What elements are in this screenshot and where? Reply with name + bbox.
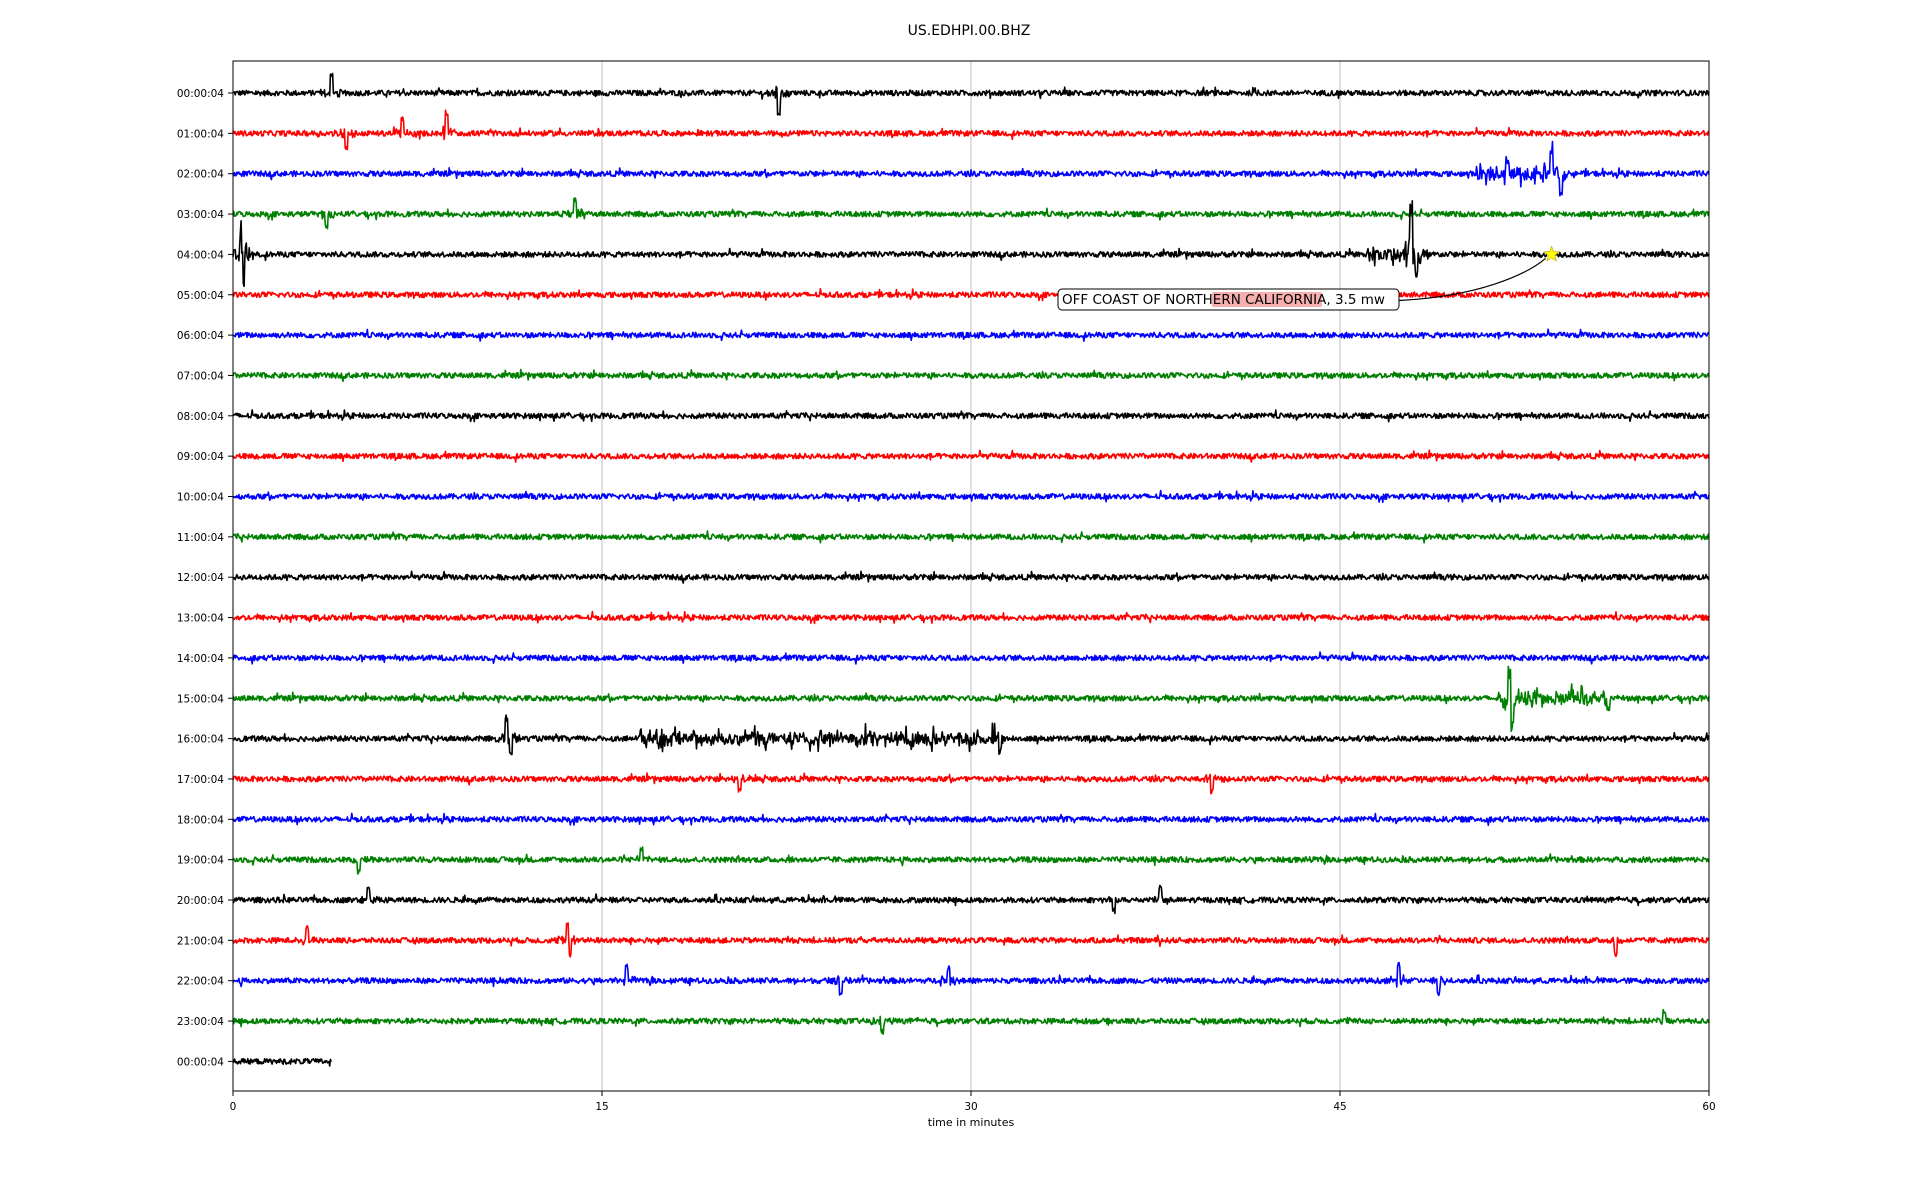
row-time-label: 11:00:04 [177, 532, 224, 544]
trace-row [232, 489, 1710, 504]
trace-row [232, 665, 1710, 732]
annotation-highlight [1212, 292, 1322, 307]
trace-row [232, 922, 1710, 958]
row-time-label: 06:00:04 [177, 330, 224, 342]
row-time-label: 15:00:04 [177, 693, 224, 705]
annotation-arrow [1398, 257, 1546, 302]
row-time-label: 17:00:04 [177, 774, 224, 786]
row-time-label: 10:00:04 [177, 492, 224, 504]
trace-row [232, 328, 1710, 342]
trace-row [232, 140, 1710, 197]
row-time-label: 08:00:04 [177, 411, 224, 423]
row-time-label: 21:00:04 [177, 935, 224, 947]
row-time-label: 13:00:04 [177, 613, 224, 625]
row-time-label: 03:00:04 [177, 209, 224, 221]
trace-row [232, 409, 1710, 423]
trace-row [232, 1057, 332, 1067]
trace-row [232, 651, 1710, 665]
trace-row [232, 1008, 1710, 1035]
x-tick-label: 0 [230, 1101, 237, 1113]
trace-row [232, 449, 1710, 463]
trace-row [232, 368, 1710, 383]
trace-row [232, 197, 1710, 230]
x-tick-label: 60 [1702, 1101, 1715, 1113]
row-time-label: 12:00:04 [177, 572, 224, 584]
row-time-label: 23:00:04 [177, 1016, 224, 1028]
trace-row [232, 884, 1710, 915]
x-tick-label: 30 [964, 1101, 977, 1113]
row-time-label: 05:00:04 [177, 290, 224, 302]
trace-row [232, 812, 1710, 826]
row-time-label: 20:00:04 [177, 895, 224, 907]
x-axis-ticks: 0 15 30 45 60 [230, 1091, 1716, 1113]
trace-row [232, 610, 1710, 625]
annotation-label: OFF COAST OF NORTHERN CALIFORNIA, 3.5 mw [1062, 292, 1385, 308]
x-tick-label: 15 [595, 1101, 608, 1113]
row-time-label: 07:00:04 [177, 370, 224, 382]
row-time-label: 00:00:04 [177, 88, 224, 100]
x-tick-label: 45 [1333, 1101, 1346, 1113]
row-time-labels: 00:00:04 01:00:04 02:00:04 03:00:04 04:00:04… [177, 88, 233, 1068]
trace-row [232, 772, 1710, 795]
event-annotation: OFF COAST OF NORTHERN CALIFORNIA, 3.5 mw [1057, 245, 1560, 311]
row-time-label: 00:00:04 [177, 1056, 224, 1068]
chart-title: US.EDHPI.00.BHZ [908, 23, 1031, 39]
trace-row [232, 846, 1710, 875]
trace-row [232, 288, 1710, 302]
traces [232, 72, 1710, 1067]
event-star-icon [1543, 245, 1560, 262]
row-time-label: 09:00:04 [177, 451, 224, 463]
trace-row [232, 530, 1710, 544]
trace-row [232, 109, 1710, 151]
trace-row [232, 72, 1710, 116]
row-time-label: 01:00:04 [177, 128, 224, 140]
x-axis-label: time in minutes [928, 1116, 1015, 1129]
plot-frame [232, 60, 1710, 1092]
row-time-label: 04:00:04 [177, 249, 224, 261]
row-time-label: 18:00:04 [177, 814, 224, 826]
trace-row [232, 714, 1710, 756]
trace-row [232, 570, 1710, 584]
row-time-label: 14:00:04 [177, 653, 224, 665]
trace-row [232, 200, 1710, 288]
row-time-label: 02:00:04 [177, 169, 224, 181]
row-time-label: 16:00:04 [177, 734, 224, 746]
row-time-label: 19:00:04 [177, 855, 224, 867]
row-time-label: 22:00:04 [177, 976, 224, 988]
trace-row [232, 961, 1710, 997]
